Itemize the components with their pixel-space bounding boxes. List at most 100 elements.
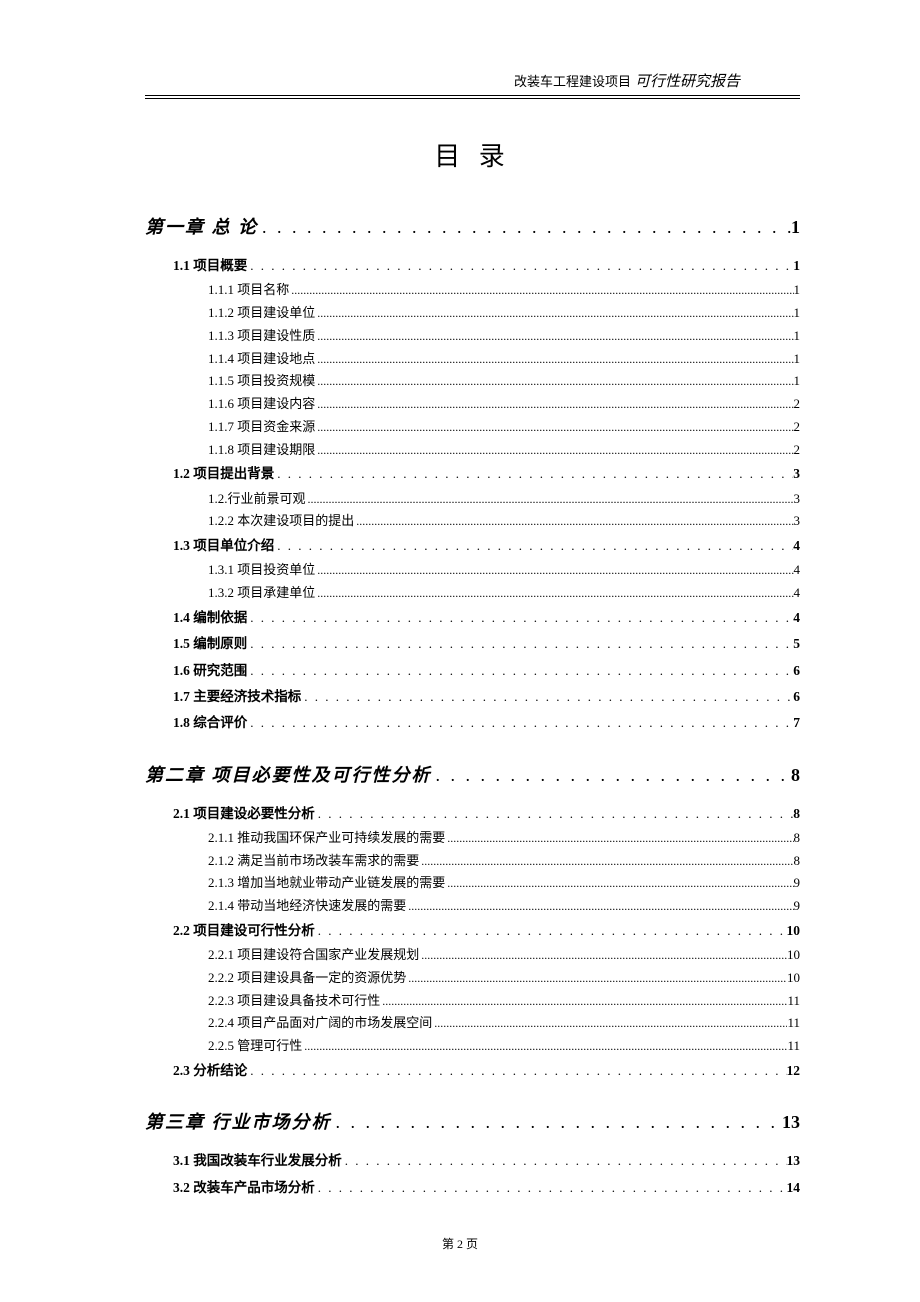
toc-entry-l3: 2.2.2 项目建设具备一定的资源优势10 xyxy=(208,967,800,990)
toc-page-number: 6 xyxy=(793,658,800,684)
toc-page-number: 2 xyxy=(794,416,801,439)
toc-label: 2.3 分析结论 xyxy=(173,1058,247,1084)
toc-entry-l2: 3.2 改装车产品市场分析14 xyxy=(173,1175,800,1201)
toc-entry-l3: 2.2.4 项目产品面对广阔的市场发展空间 11 xyxy=(208,1012,800,1035)
toc-leader-dots xyxy=(315,303,793,324)
toc-leader-dots xyxy=(380,991,787,1012)
toc-page-number: 8 xyxy=(791,765,800,786)
toc-page-number: 1 xyxy=(794,348,801,371)
toc-label: 2.2.1 项目建设符合国家产业发展规划 xyxy=(208,944,419,967)
toc-page-number: 6 xyxy=(793,684,800,710)
toc-page-number: 10 xyxy=(787,944,800,967)
toc-entry-chapter: 第二章 项目必要性及可行性分析 8 xyxy=(145,761,800,787)
toc-entry-l2: 1.2 项目提出背景3 xyxy=(173,461,800,487)
toc-label: 2.1 项目建设必要性分析 xyxy=(173,801,315,827)
toc-label: 1.8 综合评价 xyxy=(173,710,247,736)
toc-leader-dots xyxy=(315,440,793,461)
toc-leader-dots xyxy=(332,1112,783,1133)
toc-label: 1.1.7 项目资金来源 xyxy=(208,416,315,439)
toc-leader-dots xyxy=(306,489,794,510)
toc-entry-l3: 2.1.4 带动当地经济快速发展的需要9 xyxy=(208,895,800,918)
toc-leader-dots xyxy=(419,945,787,966)
toc-entry-l2: 2.1 项目建设必要性分析8 xyxy=(173,801,800,827)
toc-entry-l3: 1.3.2 项目承建单位 4 xyxy=(208,582,800,605)
toc-leader-dots xyxy=(315,371,793,392)
toc-leader-dots xyxy=(342,1148,787,1173)
toc-leader-dots xyxy=(258,217,791,238)
toc-entry-l2: 1.1 项目概要1 xyxy=(173,253,800,279)
toc-leader-dots xyxy=(406,896,793,917)
toc-page-number: 4 xyxy=(793,605,800,631)
toc-label: 1.6 研究范围 xyxy=(173,658,247,684)
toc-entry-l3: 1.1.6 项目建设内容 2 xyxy=(208,393,800,416)
toc-leader-dots xyxy=(315,1175,787,1200)
toc-page-number: 2 xyxy=(794,393,801,416)
toc-leader-dots xyxy=(445,828,793,849)
toc-label: 1.1.2 项目建设单位 xyxy=(208,302,315,325)
toc-page-number: 1 xyxy=(794,302,801,325)
toc-leader-dots xyxy=(247,658,793,683)
toc-label: 1.1.4 项目建设地点 xyxy=(208,348,315,371)
toc-page-number: 11 xyxy=(787,1012,800,1035)
toc-label: 2.1.2 满足当前市场改装车需求的需要 xyxy=(208,850,419,873)
toc-entry-chapter: 第三章 行业市场分析13 xyxy=(145,1108,800,1134)
toc-entry-l3: 2.1.1 推动我国环保产业可持续发展的需要 8 xyxy=(208,827,800,850)
toc-entry-l2: 1.5 编制原则5 xyxy=(173,631,800,657)
toc-leader-dots xyxy=(247,605,793,630)
toc-entry-l3: 1.1.1 项目名称 1 xyxy=(208,279,800,302)
toc-label: 2.2.4 项目产品面对广阔的市场发展空间 xyxy=(208,1012,432,1035)
toc-page-number: 14 xyxy=(787,1175,801,1201)
toc-label: 1.3.2 项目承建单位 xyxy=(208,582,315,605)
toc-label: 1.7 主要经济技术指标 xyxy=(173,684,301,710)
toc-page-number: 1 xyxy=(794,325,801,348)
toc-title: 目 录 xyxy=(145,136,800,173)
toc-page-number: 4 xyxy=(794,559,801,582)
toc-leader-dots xyxy=(274,461,793,486)
toc-label: 1.1.1 项目名称 xyxy=(208,279,289,302)
toc-label: 第一章 总 论 xyxy=(145,213,258,239)
toc-entry-l3: 1.3.1 项目投资单位4 xyxy=(208,559,800,582)
toc-leader-dots xyxy=(289,280,793,301)
page-header: 改装车工程建设项目 可行性研究报告 xyxy=(145,70,800,96)
toc-page-number: 4 xyxy=(794,582,801,605)
toc-entry-l3: 2.2.5 管理可行性11 xyxy=(208,1035,800,1058)
toc-container: 第一章 总 论11.1 项目概要11.1.1 项目名称11.1.2 项目建设单位… xyxy=(145,213,800,1201)
toc-entry-l3: 1.1.3 项目建设性质1 xyxy=(208,325,800,348)
toc-entry-chapter: 第一章 总 论 1 xyxy=(145,213,800,239)
toc-entry-l2: 1.6 研究范围 6 xyxy=(173,658,800,684)
toc-label: 2.2 项目建设可行性分析 xyxy=(173,918,315,944)
toc-entry-l3: 2.1.3 增加当地就业带动产业链发展的需要9 xyxy=(208,872,800,895)
toc-entry-l3: 1.1.4 项目建设地点 1 xyxy=(208,348,800,371)
toc-page-number: 1 xyxy=(791,217,800,238)
toc-page-number: 13 xyxy=(787,1148,801,1174)
toc-entry-l3: 1.1.8 项目建设期限2 xyxy=(208,439,800,462)
toc-label: 1.2.行业前景可观 xyxy=(208,488,306,511)
toc-label: 1.1.6 项目建设内容 xyxy=(208,393,315,416)
toc-page-number: 3 xyxy=(794,510,801,533)
toc-leader-dots xyxy=(432,1013,787,1034)
toc-leader-dots xyxy=(354,511,793,532)
toc-label: 1.1.5 项目投资规模 xyxy=(208,370,315,393)
toc-page-number: 3 xyxy=(794,488,801,511)
toc-page-number: 1 xyxy=(794,279,801,302)
toc-label: 2.1.1 推动我国环保产业可持续发展的需要 xyxy=(208,827,445,850)
toc-label: 1.4 编制依据 xyxy=(173,605,247,631)
toc-page-number: 1 xyxy=(794,370,801,393)
toc-label: 2.2.3 项目建设具备技术可行性 xyxy=(208,990,380,1013)
header-suffix: 可行性研究报告 xyxy=(635,74,740,90)
page-footer: 第 2 页 xyxy=(0,1235,920,1252)
toc-leader-dots xyxy=(247,631,793,656)
toc-label: 1.1 项目概要 xyxy=(173,253,247,279)
toc-entry-l2: 2.3 分析结论 12 xyxy=(173,1058,800,1084)
toc-label: 第三章 行业市场分析 xyxy=(145,1108,332,1134)
toc-entry-l2: 2.2 项目建设可行性分析10 xyxy=(173,918,800,944)
toc-entry-l2: 3.1 我国改装车行业发展分析13 xyxy=(173,1148,800,1174)
toc-label: 第二章 项目必要性及可行性分析 xyxy=(145,761,432,787)
toc-leader-dots xyxy=(301,684,793,709)
toc-page-number: 4 xyxy=(793,533,800,559)
toc-page-number: 12 xyxy=(787,1058,801,1084)
toc-entry-l3: 1.1.5 项目投资规模 1 xyxy=(208,370,800,393)
toc-label: 2.2.2 项目建设具备一定的资源优势 xyxy=(208,967,406,990)
toc-page-number: 3 xyxy=(793,461,800,487)
toc-page-number: 8 xyxy=(794,827,801,850)
